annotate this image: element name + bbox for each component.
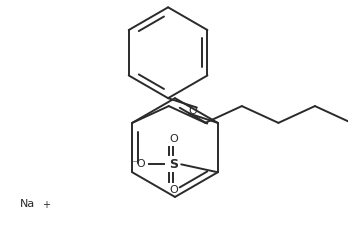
Text: O: O [169, 134, 178, 144]
Text: ⁻O: ⁻O [132, 159, 146, 169]
Text: Na: Na [20, 199, 35, 209]
Text: S: S [169, 158, 178, 171]
Text: O: O [189, 106, 197, 115]
Text: +: + [42, 200, 50, 210]
Text: O: O [169, 185, 178, 195]
